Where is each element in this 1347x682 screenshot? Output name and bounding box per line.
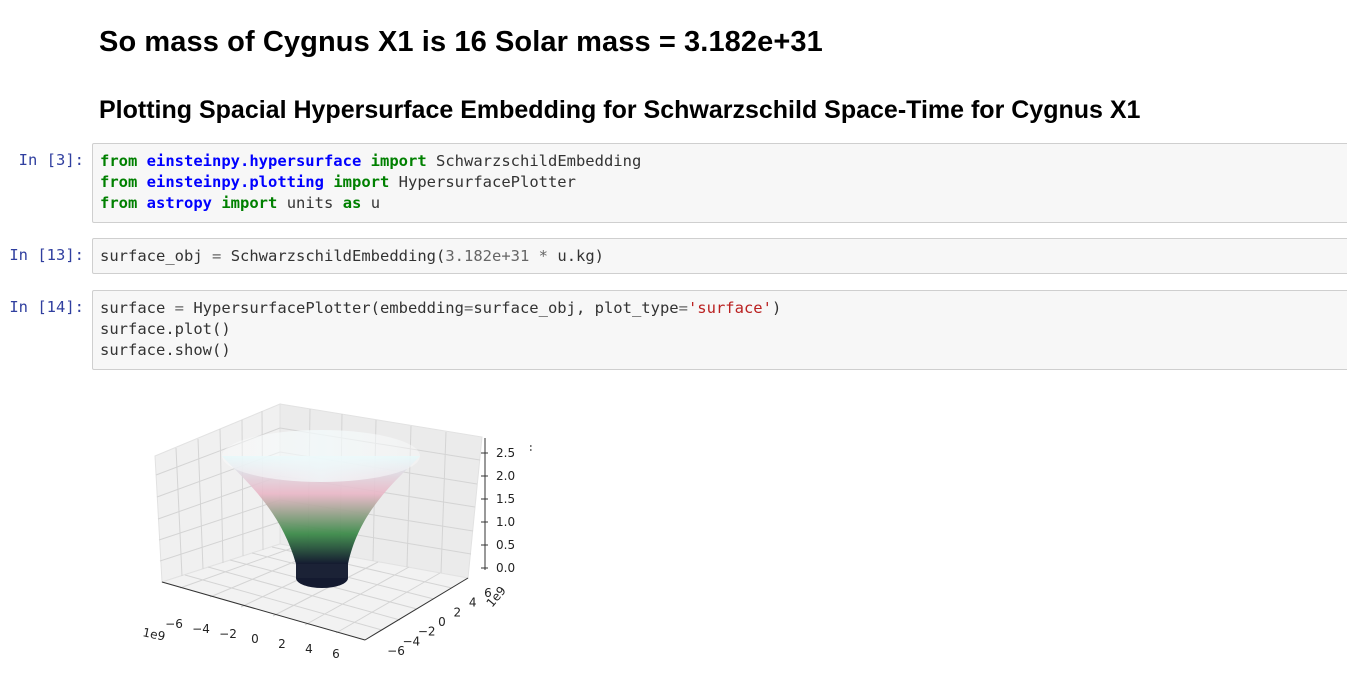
function-call: SchwarzschildEmbedding(: [230, 247, 446, 265]
keyword: import: [221, 194, 278, 212]
y-tick-label: 6: [484, 586, 492, 600]
funnel-throat-wall: [296, 564, 348, 578]
y-tick-label: 0: [438, 615, 446, 629]
variable-name: surface_obj: [100, 247, 203, 265]
argument: u.kg): [557, 247, 605, 265]
operator: *: [538, 247, 549, 265]
funnel-rim: [222, 430, 420, 482]
module-name: astropy: [146, 194, 212, 212]
y-tick-label: 4: [469, 596, 477, 610]
code-line: from astropy import units as u: [100, 194, 380, 212]
code-line: surface.plot(): [100, 320, 231, 338]
code-line: from einsteinpy.hypersurface import Schw…: [100, 152, 641, 170]
code-token: ): [771, 299, 782, 317]
keyword: as: [342, 194, 362, 212]
imported-name: SchwarzschildEmbedding: [436, 152, 642, 170]
funnel-body: [222, 456, 420, 564]
z-tick-label: 2.5: [496, 446, 515, 460]
y-axis-line: [364, 577, 469, 641]
operator: =: [174, 299, 184, 317]
keyword: import: [333, 173, 390, 191]
x-tick-label: 4: [305, 642, 313, 656]
x-offset-label: 1e9: [141, 625, 166, 643]
x-tick-label: 6: [332, 647, 340, 661]
x-tick-label: −2: [219, 627, 237, 641]
y-tick-label: −6: [387, 644, 405, 658]
code-cell-surface-obj[interactable]: surface_obj = SchwarzschildEmbedding(3.1…: [92, 238, 1347, 274]
code-token: HypersurfacePlotter(embedding: [184, 299, 464, 317]
y-tick-label: 2: [454, 605, 462, 619]
z-tick-label: 0.0: [496, 561, 515, 575]
keyword: import: [370, 152, 427, 170]
x-tick-label: 0: [251, 632, 259, 646]
number-literal: 3.182e+31: [445, 247, 530, 265]
code-cell-imports[interactable]: from einsteinpy.hypersurface import Schw…: [92, 143, 1347, 223]
operator: =: [463, 299, 474, 317]
operator: =: [212, 247, 222, 265]
module-name: einsteinpy.hypersurface: [146, 152, 362, 170]
x-tick-label: −4: [192, 622, 210, 636]
imported-name: HypersurfacePlotter: [398, 173, 576, 191]
code-token: surface_obj, plot_type: [473, 299, 679, 317]
z-tick-labels: 0.0 0.5 1.0 1.5 2.0 2.5: [481, 446, 515, 575]
keyword: from: [100, 194, 138, 212]
z-label-fragment: ‥: [527, 444, 541, 452]
code-line: surface_obj = SchwarzschildEmbedding(3.1…: [100, 247, 604, 265]
z-tick-label: 2.0: [496, 469, 515, 483]
markdown-heading-1: So mass of Cygnus X1 is 16 Solar mass = …: [99, 26, 823, 58]
plot-output: −6 −4 −2 0 2 4 6 −6 −4 −2 0 2 4 6 0.0 0.5 1.0 1.5 2.0 2.5…: [130, 392, 550, 677]
hypersurface: [222, 430, 420, 588]
keyword: from: [100, 173, 138, 191]
cell-prompt: In [3]:: [18, 151, 84, 169]
cell-prompt: In [14]:: [9, 298, 84, 316]
x-axis-line: [161, 581, 366, 641]
operator: =: [678, 299, 688, 317]
imported-name: units: [286, 194, 334, 212]
alias-name: u: [370, 194, 381, 212]
code-line: surface = HypersurfacePlotter(embedding=…: [100, 299, 781, 317]
x-tick-label: 2: [278, 637, 286, 651]
cell-prompt: In [13]:: [9, 246, 84, 264]
y-tick-label: −4: [402, 634, 420, 648]
z-tick-label: 0.5: [496, 538, 515, 552]
string-literal: 'surface': [687, 299, 772, 317]
z-tick-label: 1.0: [496, 515, 515, 529]
x-tick-label: −6: [165, 617, 183, 631]
code-line: from einsteinpy.plotting import Hypersur…: [100, 173, 576, 191]
module-name: einsteinpy.plotting: [146, 173, 324, 191]
code-line: surface.show(): [100, 341, 231, 359]
keyword: from: [100, 152, 138, 170]
y-tick-label: −2: [418, 625, 436, 639]
markdown-heading-2: Plotting Spacial Hypersurface Embedding …: [99, 96, 1141, 124]
code-cell-plotter[interactable]: surface = HypersurfacePlotter(embedding=…: [92, 290, 1347, 370]
z-tick-label: 1.5: [496, 492, 515, 506]
x-tick-labels: −6 −4 −2 0 2 4 6: [165, 617, 340, 661]
code-token: surface: [100, 299, 175, 317]
